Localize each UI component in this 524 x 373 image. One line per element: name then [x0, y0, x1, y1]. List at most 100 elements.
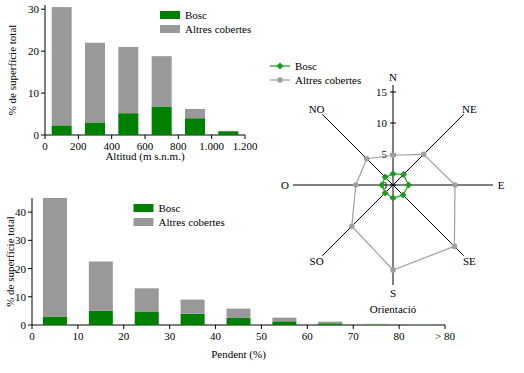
x-tick-label: 50 [256, 330, 268, 342]
y-tick [41, 51, 45, 52]
x-tick [399, 325, 400, 329]
radar-point [405, 182, 412, 189]
bar [89, 262, 113, 311]
bar [272, 318, 296, 322]
radar-point [382, 174, 389, 181]
y-tick-label: 30 [15, 234, 27, 246]
r-tick-label: 15 [376, 86, 388, 98]
x-tick-label: 0 [42, 140, 48, 152]
bar [364, 323, 388, 325]
category-label: NO [309, 103, 325, 115]
x-tick [111, 135, 112, 139]
radar-point [390, 267, 396, 273]
radar-point [378, 182, 385, 189]
bar [185, 118, 205, 135]
x-tick [169, 325, 170, 329]
y-tick-label: 20 [28, 45, 40, 57]
x-tick [178, 135, 179, 139]
legend-swatch [160, 25, 180, 33]
radar-axis [322, 185, 393, 256]
x-tick [353, 325, 354, 329]
radar-point [353, 182, 359, 188]
bar [410, 324, 434, 325]
y-tick-label: 20 [15, 263, 27, 275]
figure: 010203002004006008001.0001.200% de super… [0, 0, 524, 373]
r-tick [390, 185, 396, 186]
bar [318, 323, 342, 325]
x-tick-label: 80 [394, 330, 406, 342]
y-tick-label: 0 [21, 319, 27, 331]
bar [218, 130, 238, 131]
bar [364, 324, 388, 325]
bar [43, 198, 67, 317]
radar-point [390, 170, 397, 177]
legend: BoscAltres cobertes [160, 9, 251, 35]
legend-label: Bosc [185, 9, 207, 21]
y-tick [28, 212, 32, 213]
radar-axis [293, 185, 393, 186]
y-tick-label: 10 [15, 291, 27, 303]
bar [43, 317, 67, 325]
y-axis [45, 5, 46, 135]
bar-chart: 01020304001020304050607080> 80% de super… [4, 198, 455, 361]
x-tick [261, 325, 262, 329]
radar-point [452, 244, 458, 250]
x-tick [145, 135, 146, 139]
category-label: NE [462, 103, 477, 115]
legend: BoscAltres cobertes [134, 202, 225, 228]
bar [89, 311, 113, 325]
y-tick [41, 93, 45, 94]
x-tick-label: 1.200 [233, 140, 258, 152]
radar-point [452, 182, 458, 188]
x-tick [245, 135, 246, 139]
x-tick-label: 40 [210, 330, 222, 342]
x-tick-label: > 80 [435, 330, 455, 342]
radar-point [382, 189, 389, 196]
bar [218, 131, 238, 135]
bar [152, 56, 172, 106]
x-axis-label: Pendent (%) [211, 348, 266, 361]
legend-swatch [160, 11, 180, 19]
y-axis-label: % de superfície total [6, 25, 18, 116]
bar [227, 318, 251, 325]
y-tick-label: 40 [15, 206, 27, 218]
x-tick [123, 325, 124, 329]
x-tick [215, 325, 216, 329]
radar-axis [393, 185, 464, 256]
bar [152, 106, 172, 135]
x-tick [307, 325, 308, 329]
x-tick [32, 325, 33, 329]
x-tick-label: 20 [118, 330, 130, 342]
x-tick [77, 325, 78, 329]
x-tick-label: 1.000 [199, 140, 224, 152]
bar [185, 109, 205, 118]
bar [52, 7, 72, 125]
x-tick [78, 135, 79, 139]
category-label: S [390, 287, 396, 299]
bar [85, 122, 105, 135]
y-tick-label: 10 [28, 87, 40, 99]
radar-axis [393, 85, 394, 185]
y-tick [28, 240, 32, 241]
r-tick [390, 123, 396, 124]
legend-swatch [134, 218, 154, 226]
bar [52, 125, 72, 135]
x-tick-label: 10 [72, 330, 84, 342]
legend-swatch [134, 204, 154, 212]
r-tick-label: 5 [382, 148, 388, 160]
legend-marker [277, 63, 284, 70]
category-label: E [498, 179, 505, 191]
marks [43, 198, 434, 325]
bar [181, 314, 205, 325]
legend-label: Altres cobertes [159, 216, 225, 228]
x-tick-label: 60 [302, 330, 314, 342]
legend: BoscAltres cobertes [270, 60, 361, 86]
bar [181, 300, 205, 314]
r-tick [390, 92, 396, 93]
x-tick [211, 135, 212, 139]
bar [272, 321, 296, 325]
x-tick [445, 325, 446, 329]
legend-marker [277, 77, 283, 83]
y-tick [41, 135, 45, 136]
x-tick-label: 70 [348, 330, 360, 342]
